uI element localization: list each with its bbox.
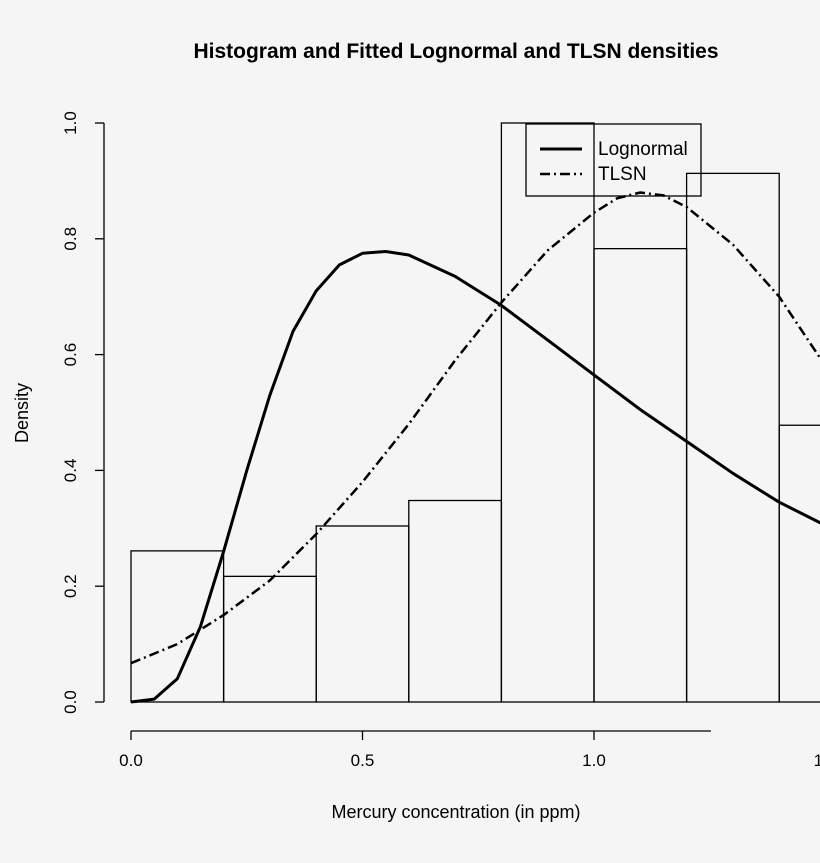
- y-axis-ticks: 0.0 0.2 0.4 0.6 0.8 1.0: [61, 111, 104, 714]
- x-axis-label: Mercury concentration (in ppm): [331, 802, 580, 822]
- legend: Lognormal TLSN: [525, 123, 702, 197]
- x-tick-label: 1.5: [814, 751, 820, 770]
- x-tick-label: 0.0: [119, 751, 143, 770]
- legend-lognormal-label: Lognormal: [598, 139, 688, 160]
- y-tick-label: 0.4: [61, 459, 80, 483]
- y-tick-label: 0.6: [61, 343, 80, 367]
- legend-box: [525, 123, 702, 197]
- chart-title: Histogram and Fitted Lognormal and TLSN …: [193, 40, 718, 63]
- x-tick-label: 0.5: [351, 751, 375, 770]
- tlsn-density-curve: [130, 191, 820, 665]
- y-tick-label: 0.0: [61, 690, 80, 714]
- y-axis-label: Density: [12, 383, 32, 443]
- y-tick-label: 1.0: [61, 111, 80, 135]
- y-tick-label: 0.2: [61, 574, 80, 598]
- x-axis-ticks: 0.00.51.01.52.02.5: [119, 731, 820, 770]
- histogram-bars: [130, 122, 820, 703]
- legend-tlsn-label: TLSN: [598, 164, 647, 185]
- lognormal-density-curve: [130, 250, 820, 704]
- y-tick-label: 0.8: [61, 227, 80, 251]
- density-curves: [130, 191, 820, 704]
- histogram-bar-7: [778, 424, 820, 703]
- x-tick-label: 1.0: [582, 751, 606, 770]
